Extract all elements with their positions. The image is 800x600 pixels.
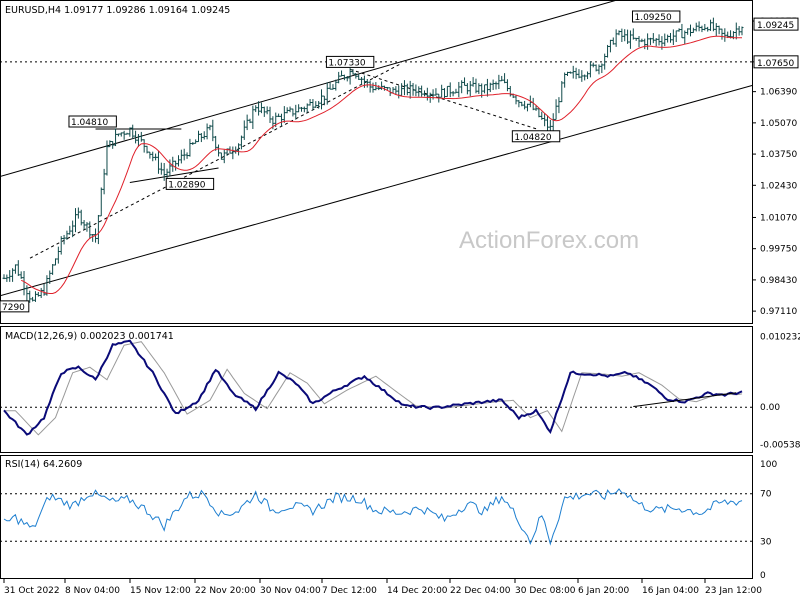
price-tick-label: 1.02430 [760,181,797,191]
price-panel-frame [0,0,753,324]
level-price-label: 1.07650 [757,59,794,69]
annotation-label: 1.04810 [71,118,108,128]
level-price-box [753,55,799,69]
time-tick-label: 6 Jan 20:00 [578,586,630,596]
annotation-box [325,55,375,68]
macd-trend-line [633,392,737,408]
watermark: ActionForex.com [459,227,639,254]
time-tick-label: 8 Nov 04:00 [65,586,120,596]
rsi-tick-label: 0 [760,571,766,581]
macd-layer [0,339,752,436]
price-tick-label: 1.03750 [760,150,797,160]
time-tick-label: 7 Dec 12:00 [322,586,377,596]
annotation-label: 7290 [2,303,25,313]
time-tick-label: 31 Oct 2022 [4,586,60,596]
annotation-label: 1.02890 [168,180,205,190]
rsi-panel-frame [0,455,753,579]
rsi-tick-label: 70 [760,490,772,500]
moving-average-line [20,35,743,294]
rsi-layer [0,488,752,546]
annotation-box [68,115,117,128]
time-tick-label: 22 Dec 04:00 [450,586,511,596]
channel-upper-line [0,0,619,178]
time-tick-label: 22 Nov 20:00 [195,586,256,596]
price-tick-label: 0.99750 [760,245,797,255]
retrace-dashed-line [349,68,537,130]
rsi-tick-label: 30 [760,537,772,547]
current-price-label: 1.09245 [757,21,794,31]
annotation-label: 1.09250 [634,13,671,23]
channel-mid-dashed-line [29,63,401,259]
macd-header: MACD(12,26,9) 0.002023 0.001741 [5,331,174,342]
current-price-box [753,17,799,31]
time-tick-label: 15 Nov 12:00 [130,586,191,596]
time-tick-label: 14 Dec 20:00 [387,586,448,596]
axis-layer: 1.093751.076501.063901.050701.037501.024… [3,17,800,596]
annotation-box [511,130,561,143]
annotation-box [165,177,215,190]
price-layer: 1.09250 1.07330 1.04810 1.04820 1.02890 7290 [0,0,753,313]
rsi-line [3,488,743,546]
time-tick-label: 30 Nov 04:00 [260,586,321,596]
price-tick-label: 1.01070 [760,213,797,223]
symbol-header: EURUSD,H4 1.09177 1.09286 1.09164 1.0924… [5,5,230,16]
macd-signal-line [4,341,743,436]
price-tick-label: 1.06390 [760,88,797,98]
macd-tick-label: 0.00 [760,403,780,413]
macd-tick-label: -0.005389 [760,440,800,450]
support-line [129,167,219,183]
macd-panel-frame [0,326,753,453]
macd-main-line [3,339,743,436]
channel-lower-line [0,85,753,297]
annotation-box [0,300,30,313]
annotation-label: 1.04820 [514,133,551,143]
annotation-label: 1.07330 [328,58,365,68]
price-tick-label: 1.05070 [760,119,797,129]
time-tick-label: 30 Dec 08:00 [515,586,576,596]
macd-tick-label: 0.010232 [760,333,800,343]
price-tick-label: 0.97110 [760,307,797,317]
rsi-tick-label: 100 [760,460,777,470]
time-tick-label: 23 Jan 12:00 [705,586,762,596]
rsi-header: RSI(14) 64.2609 [5,459,82,470]
annotation-box [631,10,681,23]
price-tick-label: 0.98430 [760,276,797,286]
time-tick-label: 16 Jan 04:00 [642,586,699,596]
